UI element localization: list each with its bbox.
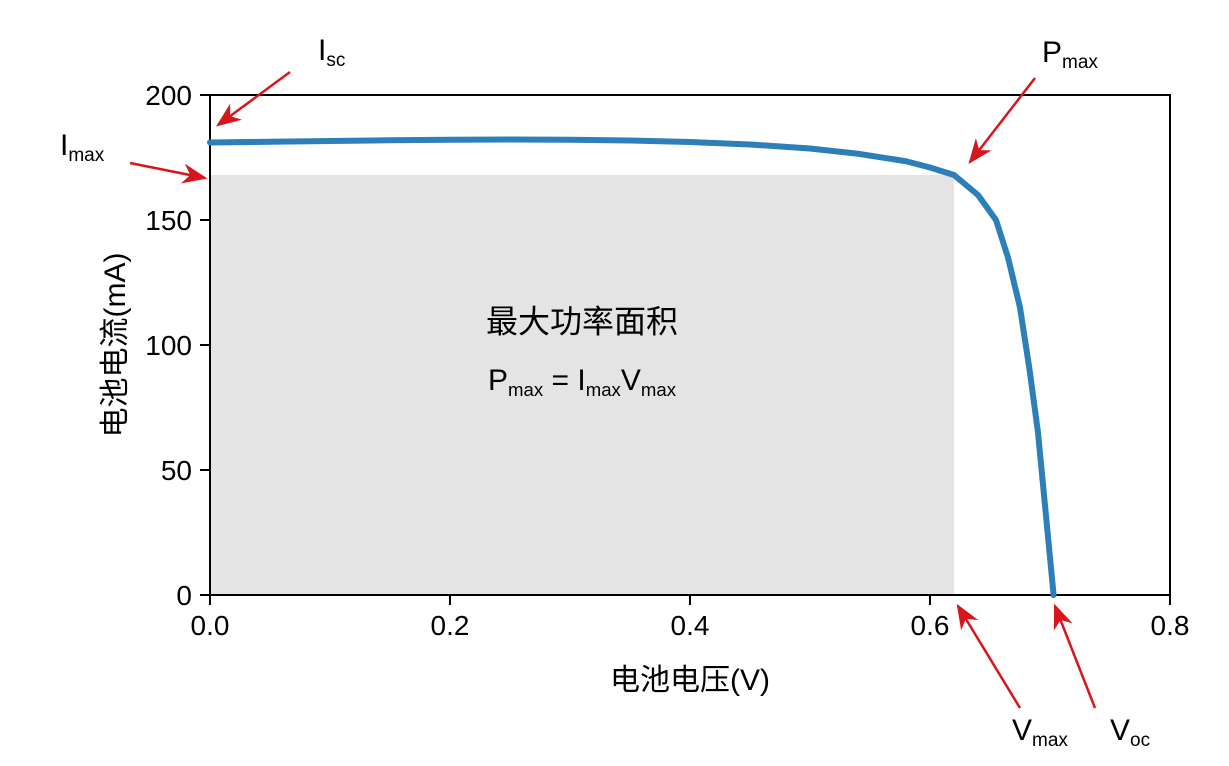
max-power-title: 最大功率面积 xyxy=(486,304,678,340)
y-tick-label: 150 xyxy=(145,205,192,236)
y-tick-label: 50 xyxy=(161,455,192,486)
iv-curve-chart: 0.0 0.2 0.4 0.6 0.8 0 50 100 150 200 电池电压(V) 电池电流(m… xyxy=(0,0,1229,766)
x-axis-label: 电池电压(V) xyxy=(610,664,770,697)
y-tick-label: 0 xyxy=(176,580,192,611)
y-axis-label: 电池电流(mA) xyxy=(99,253,132,438)
label-Voc: Voc xyxy=(1110,714,1150,751)
x-tick-label: 0.8 xyxy=(1151,610,1190,641)
label-Imax: Imax xyxy=(60,129,105,166)
arrow-Imax xyxy=(130,163,205,178)
x-tick-label: 0.0 xyxy=(191,610,230,641)
arrow-Pmax xyxy=(970,78,1035,162)
label-Pmax: Pmax xyxy=(1042,36,1098,73)
x-tick-label: 0.6 xyxy=(911,610,950,641)
x-tick-label: 0.2 xyxy=(431,610,470,641)
y-tick-label: 100 xyxy=(145,330,192,361)
y-tick-label: 200 xyxy=(145,80,192,111)
label-Vmax: Vmax xyxy=(1012,714,1068,751)
arrow-Isc xyxy=(218,72,290,125)
x-tick-label: 0.4 xyxy=(671,610,710,641)
label-Isc: Isc xyxy=(318,34,345,71)
arrow-Vmax xyxy=(958,606,1020,708)
arrow-Voc xyxy=(1055,606,1095,708)
